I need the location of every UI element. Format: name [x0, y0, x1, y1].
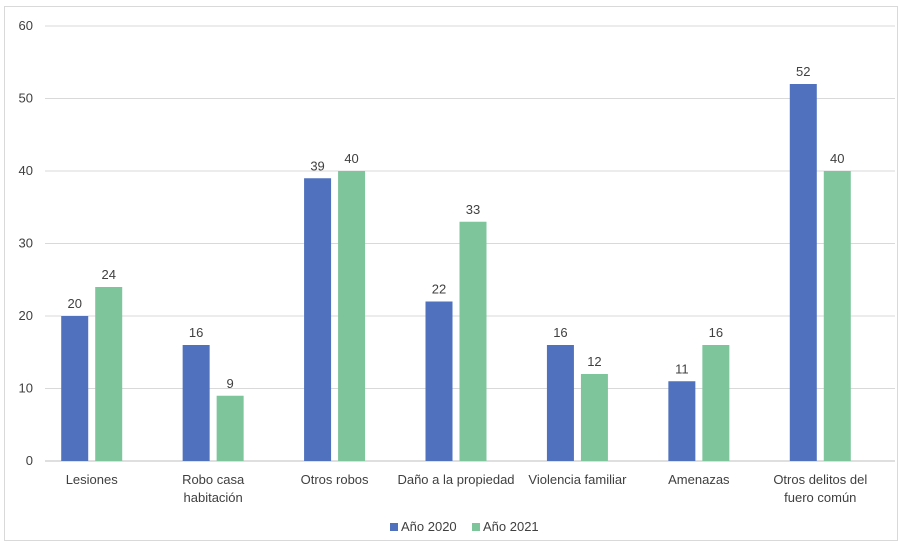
- legend-label: Año 2020: [401, 519, 457, 534]
- data-label: 22: [432, 282, 446, 297]
- bar-1-5: [546, 345, 574, 461]
- data-label: 40: [830, 151, 844, 166]
- x-tick-label: Otros robos: [301, 472, 369, 487]
- x-tick-label: fuero común: [784, 490, 856, 505]
- bar-2-1: [95, 287, 123, 461]
- x-tick-label: Otros delitos del: [773, 472, 867, 487]
- bar-2-3: [338, 171, 366, 461]
- x-tick-label: Robo casa: [182, 472, 245, 487]
- y-tick-label: 50: [19, 91, 33, 106]
- bar-2-4: [459, 221, 487, 461]
- bar-1-2: [182, 345, 210, 461]
- bar-2-7: [823, 171, 851, 461]
- chart-frame: [4, 6, 898, 541]
- bar-2-5: [580, 374, 608, 461]
- data-label: 11: [675, 361, 689, 376]
- y-tick-label: 0: [26, 453, 33, 468]
- data-label: 12: [587, 354, 601, 369]
- x-tick-label: habitación: [184, 490, 243, 505]
- x-tick-label: Violencia familiar: [528, 472, 627, 487]
- x-tick-label: Lesiones: [66, 472, 119, 487]
- data-label: 33: [466, 202, 480, 217]
- x-tick-label: Amenazas: [668, 472, 730, 487]
- y-tick-label: 10: [19, 381, 33, 396]
- x-tick-label: Daño a la propiedad: [397, 472, 514, 487]
- data-label: 16: [709, 325, 723, 340]
- data-label: 16: [189, 325, 203, 340]
- data-label: 9: [227, 376, 234, 391]
- data-label: 16: [553, 325, 567, 340]
- bar-2-6: [702, 345, 730, 461]
- data-label: 20: [67, 296, 81, 311]
- legend-swatch: [390, 523, 398, 531]
- y-tick-label: 60: [19, 18, 33, 33]
- legend-swatch: [472, 523, 480, 531]
- data-label: 24: [101, 267, 115, 282]
- y-tick-label: 40: [19, 163, 33, 178]
- bar-1-4: [425, 301, 453, 461]
- bar-2-2: [216, 395, 244, 461]
- data-label: 52: [796, 64, 810, 79]
- y-tick-label: 30: [19, 236, 33, 251]
- data-label: 40: [344, 151, 358, 166]
- bar-1-7: [789, 84, 817, 461]
- y-tick-label: 20: [19, 308, 33, 323]
- data-label: 39: [310, 158, 324, 173]
- legend-label: Año 2021: [483, 519, 539, 534]
- bar-1-3: [304, 178, 332, 461]
- bar-1-6: [668, 381, 696, 461]
- bar-1-1: [61, 316, 89, 461]
